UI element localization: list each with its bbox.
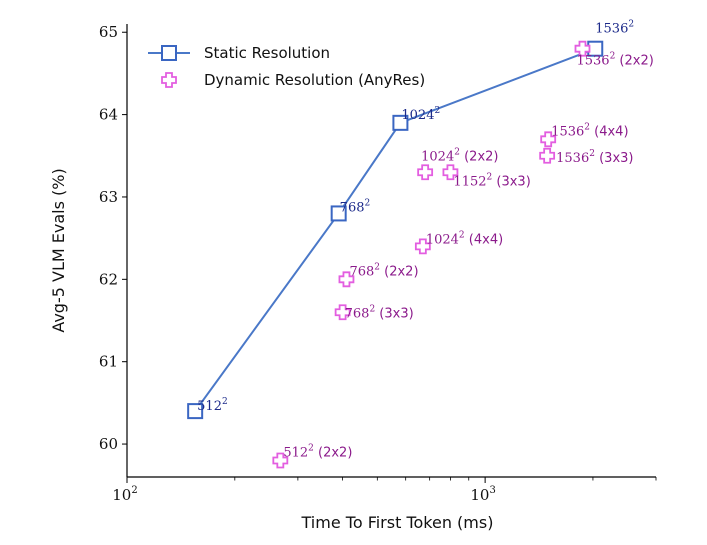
dynamic-data-label: 5122 (2x2) [283,444,352,461]
label-exponent: 2 [487,172,493,182]
dynamic-resolution-marker [272,452,289,469]
y-axis-label: Avg-5 VLM Evals (%) [49,168,68,332]
label-exponent: 2 [589,149,595,159]
dynamic-resolution-marker [414,238,431,255]
label-exponent: 2 [584,122,590,132]
label-resolution: 768 [349,264,374,279]
label-resolution: 1024 [426,232,459,247]
label-grid: (3x3) [595,151,634,166]
legend: Static Resolution Dynamic Resolution (Any… [148,44,425,89]
label-exponent: 2 [610,52,616,62]
label-resolution: 1152 [453,174,486,189]
label-exponent: 2 [374,262,380,272]
label-resolution: 1536 [556,151,589,166]
static-data-label: 5122 [197,397,228,414]
dynamic-resolution-marker [417,164,434,181]
label-grid: (2x2) [380,264,419,279]
y-tick-label: 64 [99,106,118,124]
x-tick-label: 102 [112,485,137,504]
y-tick-label: 63 [99,188,118,206]
dynamic-resolution-marker [334,304,351,321]
static-resolution-marker [187,403,204,420]
label-exponent: 2 [365,198,371,208]
y-tick-label: 65 [99,23,118,41]
x-tick-exponent: 3 [489,485,495,496]
dynamic-resolution-marker [539,147,556,164]
dynamic-resolution-marker [442,164,459,181]
label-resolution: 1536 [595,22,628,37]
label-grid: (3x3) [492,174,531,189]
label-resolution: 768 [340,200,365,215]
label-resolution: 1024 [421,149,454,164]
label-grid: (3x3) [375,306,414,321]
dynamic-data-label: 11522 (3x3) [453,172,530,189]
static-resolution-marker [330,205,347,222]
label-grid: (4x4) [465,232,504,247]
label-resolution: 768 [345,306,370,321]
y-tick-label: 62 [99,270,118,288]
label-exponent: 2 [222,397,228,407]
x-axis-label: Time To First Token (ms) [301,513,494,532]
static-data-label: 10242 [401,106,440,123]
dynamic-resolution-marker [338,271,355,288]
dynamic-resolution-marker [540,131,557,148]
label-grid: (4x4) [590,124,629,139]
legend-dynamic-label: Dynamic Resolution (AnyRes) [204,71,425,89]
label-resolution: 1536 [551,124,584,139]
y-tick-label: 60 [99,435,118,453]
legend-dynamic-marker [161,72,177,88]
legend-static-label: Static Resolution [204,44,330,62]
y-tick-label: 61 [99,353,118,371]
dynamic-data-label: 15362 (3x3) [556,149,633,166]
legend-static-marker [161,45,177,61]
dynamic-data-label: 7682 (3x3) [345,304,414,321]
static-data-label: 15362 [595,20,634,37]
x-tick-exponent: 2 [131,485,137,496]
static-resolution-marker [392,114,409,131]
dynamic-data-label: 10242 (2x2) [421,147,498,164]
dynamic-data-label: 10242 (4x4) [426,230,503,247]
label-resolution: 1024 [401,108,434,123]
label-grid: (2x2) [314,446,353,461]
label-resolution: 1536 [576,54,609,69]
dynamic-data-label: 7682 (2x2) [349,262,418,279]
label-grid: (2x2) [615,54,654,69]
plot-area [187,40,604,469]
dynamic-data-label: 15362 (4x4) [551,122,628,139]
label-resolution: 512 [197,399,222,414]
x-tick-base: 10 [112,486,131,504]
label-exponent: 2 [434,106,440,116]
dynamic-data-label: 15362 (2x2) [576,52,653,69]
label-grid: (2x2) [460,149,499,164]
label-resolution: 512 [283,446,308,461]
static-resolution-line [194,47,596,412]
label-exponent: 2 [628,20,634,30]
dynamic-resolution-marker [574,40,591,57]
static-data-label: 7682 [340,198,371,215]
x-tick-base: 10 [470,486,489,504]
label-exponent: 2 [459,230,465,240]
label-exponent: 2 [369,304,375,314]
label-exponent: 2 [308,444,314,454]
label-exponent: 2 [454,147,460,157]
x-tick-label: 103 [470,485,495,504]
